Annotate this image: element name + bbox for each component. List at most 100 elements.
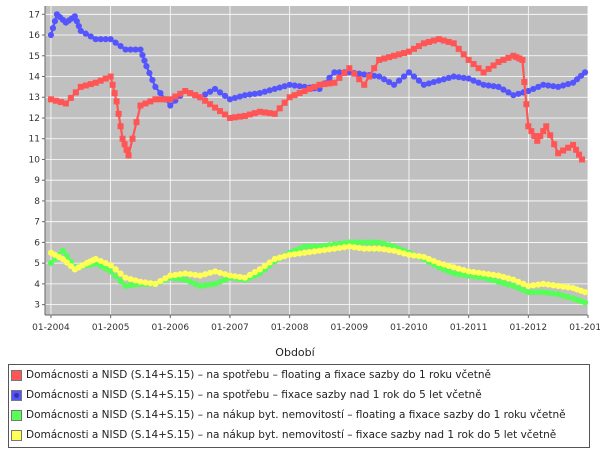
data-point (410, 252, 418, 259)
data-point (77, 27, 84, 34)
data-point (119, 135, 126, 142)
data-point (112, 273, 119, 280)
legend-swatch-blue (11, 389, 22, 401)
data-point (530, 282, 537, 289)
data-point (92, 79, 99, 86)
data-point (336, 74, 343, 81)
data-point (222, 111, 229, 118)
data-point (143, 63, 150, 70)
data-point (102, 75, 109, 82)
data-point (107, 262, 114, 269)
data-point (519, 56, 526, 63)
data-point (197, 272, 204, 279)
data-point (321, 81, 328, 88)
data-point (192, 280, 199, 287)
data-point (510, 92, 517, 99)
data-point (202, 282, 209, 289)
data-point (581, 299, 589, 306)
data-point (112, 39, 119, 46)
data-point (301, 88, 308, 95)
data-point (141, 57, 148, 64)
data-point (455, 74, 462, 81)
data-point (125, 152, 132, 159)
data-point (570, 141, 577, 148)
data-point (291, 82, 298, 89)
data-point (137, 46, 144, 53)
data-point (361, 239, 368, 246)
data-point (271, 85, 278, 93)
data-point (420, 81, 428, 88)
data-point (530, 289, 537, 296)
data-point (565, 284, 572, 291)
data-point (490, 83, 497, 90)
data-point (521, 79, 528, 86)
legend-swatch-green (11, 409, 22, 421)
data-point (306, 243, 313, 250)
data-point (545, 281, 552, 288)
legend-item-consumer-fixed: Domácnosti a NISD (S.14+S.15) – na spotř… (9, 385, 589, 405)
data-point (356, 239, 363, 246)
data-point (87, 33, 94, 40)
data-point (565, 293, 572, 301)
data-point (261, 109, 268, 116)
data-point (579, 156, 586, 163)
data-point (470, 61, 477, 68)
data-point (534, 137, 541, 144)
data-point (356, 70, 363, 77)
data-point (460, 51, 467, 58)
data-point (197, 94, 204, 101)
data-point (87, 81, 94, 88)
data-point (565, 81, 572, 88)
data-point (480, 69, 487, 76)
data-point (405, 69, 413, 76)
data-point (109, 81, 116, 88)
data-point (121, 141, 128, 148)
data-point (390, 81, 398, 88)
data-point (129, 135, 136, 142)
data-point (331, 79, 338, 86)
data-point (115, 110, 122, 117)
data-point (192, 92, 199, 99)
legend-label: Domácnosti a NISD (S.14+S.15) – na nákup… (26, 429, 557, 441)
data-point (395, 248, 403, 256)
data-point (82, 82, 89, 89)
data-point (581, 289, 589, 296)
data-point (485, 65, 492, 72)
data-point (573, 146, 580, 153)
data-point (560, 82, 567, 89)
data-point (216, 89, 224, 96)
data-point (460, 266, 467, 274)
legend-swatch-red (11, 369, 22, 381)
y-tick-label: 6 (34, 238, 40, 248)
y-tick-label: 7 (34, 218, 40, 228)
data-point (187, 278, 194, 285)
data-point (376, 245, 383, 252)
data-point (485, 82, 492, 89)
data-point (430, 257, 437, 265)
data-point (296, 90, 303, 97)
data-point (211, 85, 219, 93)
data-point (366, 245, 373, 252)
data-point (376, 239, 383, 246)
line-chart: 3 4 5 6 7 8 9 10 11 12 13 14 15 16 17 01-2004 01-2005 01-… (29, 6, 600, 359)
data-point (132, 277, 139, 284)
data-point (495, 272, 502, 279)
data-point (460, 74, 467, 81)
data-point (401, 50, 408, 57)
data-point (576, 151, 583, 158)
data-point (460, 271, 467, 279)
data-point (296, 245, 303, 252)
series-0 (47, 36, 586, 163)
data-point (356, 244, 363, 252)
legend-swatch-yellow (11, 429, 22, 441)
data-point (420, 253, 428, 261)
data-point (177, 275, 184, 283)
data-point (246, 271, 253, 279)
data-point (127, 46, 134, 53)
data-point (241, 92, 248, 99)
data-point (152, 83, 159, 90)
data-point (202, 91, 209, 98)
data-point (520, 280, 527, 287)
data-point (515, 284, 522, 292)
data-point (515, 90, 522, 97)
